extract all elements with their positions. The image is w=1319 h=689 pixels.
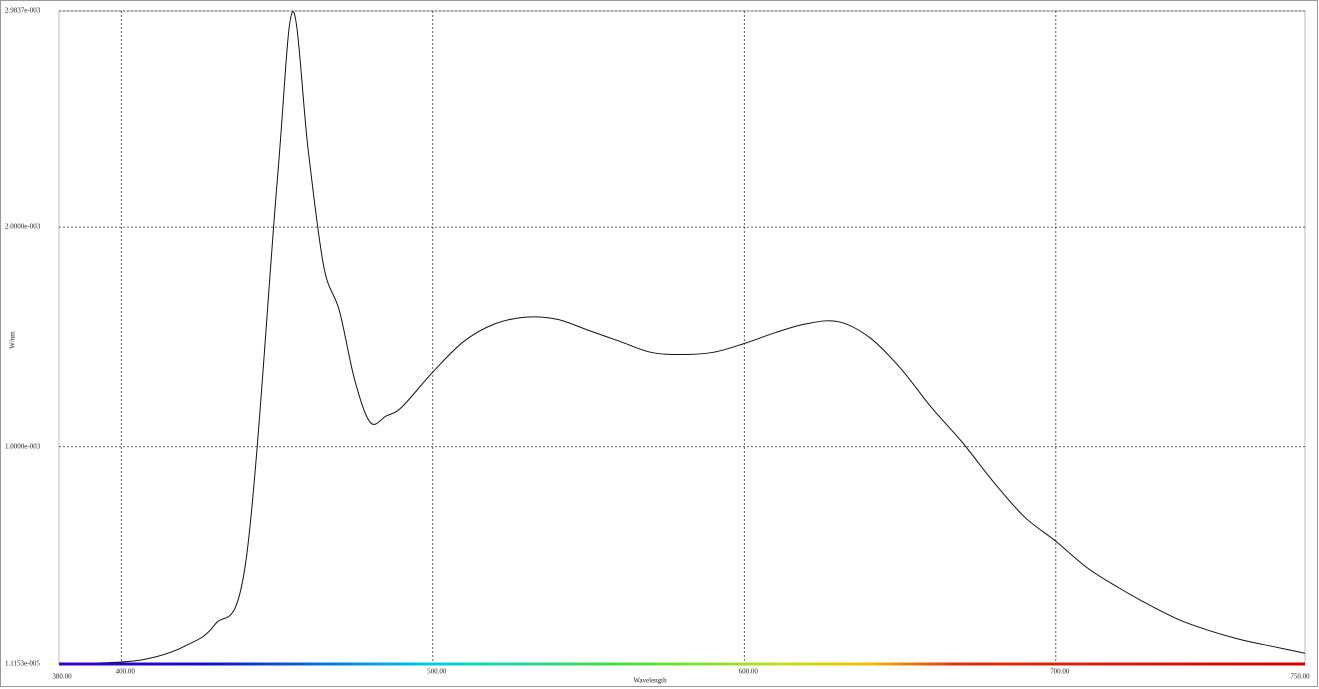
y-axis-label: W/nm [9, 331, 17, 349]
x-end-label: 380.00 [52, 673, 72, 681]
spectrum-line [58, 11, 1306, 665]
x-tick-label: 500.00 [427, 668, 447, 676]
y-tick-label: 2.9837e-003 [5, 7, 41, 15]
y-tick-label: 1.1153e-005 [5, 660, 40, 668]
x-tick-label: 400.00 [116, 668, 136, 676]
x-tick-label: 600.00 [739, 668, 759, 676]
y-tick-label: 1.0000e-003 [5, 442, 41, 450]
x-end-label: 750.00 [1290, 673, 1310, 681]
spectrum-bar [59, 662, 1305, 666]
y-tick-label: 2.0000e-003 [5, 223, 41, 231]
x-tick-label: 700.00 [1050, 668, 1070, 676]
x-axis-label: Wavelength [633, 677, 667, 685]
